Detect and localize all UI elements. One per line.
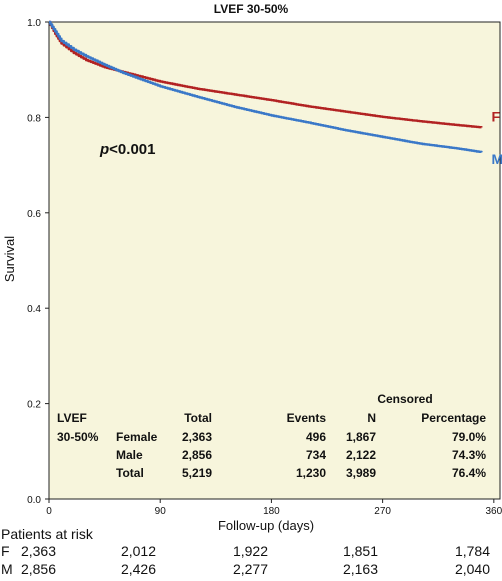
x-tick-label: 0 [46,506,52,517]
at-risk-value: 2,363 [21,543,56,559]
chart-title: LVEF 30-50% [214,2,289,16]
summary-column-header: Events [287,411,327,425]
x-tick-label: 270 [374,506,391,517]
y-axis-label: Survival [2,236,17,282]
summary-column-header: LVEF [57,411,87,425]
y-tick-label: 0.2 [27,400,41,411]
summary-cell: 2,122 [346,448,376,462]
y-tick-label: 0.0 [27,495,41,506]
series-labels: FM [491,108,502,167]
summary-column-header: Percentage [421,411,486,425]
summary-group-header: Censored [377,392,432,406]
y-tick-label: 0.8 [27,113,41,124]
survival-curves [49,20,483,153]
summary-cell: 734 [306,448,326,462]
at-risk-value: 1,922 [233,543,268,559]
p-value-annotation: p<0.001 [99,141,155,158]
at-risk-value: 2,040 [455,561,490,577]
summary-cell: 2,856 [182,448,212,462]
summary-cell: 74.3% [452,448,486,462]
summary-cell: 76.4% [452,466,486,480]
at-risk-value: 2,277 [233,561,268,577]
summary-cell: 5,219 [182,466,212,480]
summary-cell: 2,363 [182,430,212,444]
y-tick-label: 0.4 [27,304,41,315]
at-risk-value: 1,851 [343,543,378,559]
p-value: <0.001 [109,141,155,158]
summary-cell: 496 [306,430,326,444]
at-risk-value: 2,426 [121,561,156,577]
summary-cell: Total [116,466,144,480]
summary-cell: Female [116,430,158,444]
y-tick-label: 1.0 [27,18,41,29]
summary-cell: 3,989 [346,466,376,480]
at-risk-value: 2,012 [121,543,156,559]
summary-cell: Male [116,448,143,462]
x-ticks: 0 90 180 270 360 [46,499,502,517]
series-label-m: M [491,151,502,167]
y-tick-label: 0.6 [27,209,41,220]
summary-cell: 30-50% [57,430,99,444]
at-risk-value: 2,163 [343,561,378,577]
summary-cell: 1,867 [346,430,376,444]
at-risk-row-label: F [1,543,10,559]
y-ticks: 0.0 0.2 0.4 0.6 0.8 1.0 [27,18,49,506]
summary-column-header: Total [184,411,212,425]
plot-area [48,21,501,500]
series-label-f: F [491,108,500,124]
at-risk-row-label: M [1,561,13,577]
x-tick-label: 90 [155,506,167,517]
x-tick-label: 180 [263,506,280,517]
x-tick-label: 360 [485,506,502,517]
at-risk-value: 2,856 [21,561,56,577]
at-risk-value: 1,784 [455,543,490,559]
summary-cell: 1,230 [296,466,326,480]
summary-table: Censored LVEF Total Events N Percentage 30-50%… [57,392,486,480]
survival-curve-m [49,20,483,153]
summary-cell: 79.0% [452,430,486,444]
p-symbol: p [99,141,109,158]
summary-column-header: N [367,411,376,425]
at-risk-title: Patients at risk [1,526,94,542]
x-axis-label: Follow-up (days) [218,518,314,533]
